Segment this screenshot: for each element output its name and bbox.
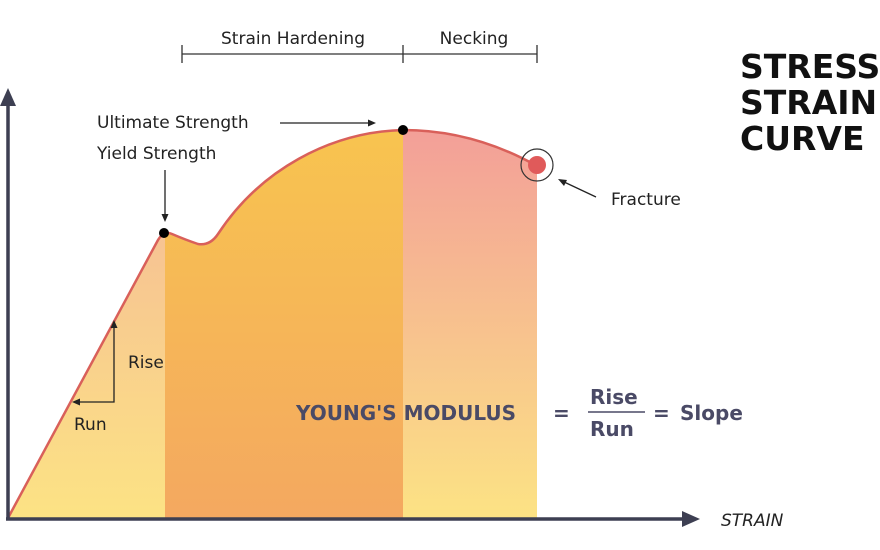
yield-strength-point <box>159 228 169 238</box>
stress-strain-curve <box>6 128 538 519</box>
formula-numerator: Rise <box>590 385 638 409</box>
formula-equals-2: = <box>653 401 670 425</box>
fracture-label: Fracture <box>611 190 681 210</box>
necking-label: Necking <box>440 29 509 49</box>
formula-equals-1: = <box>553 401 570 425</box>
run-arrow-head-icon <box>72 398 80 406</box>
fracture-arrow-icon <box>558 179 597 198</box>
youngs-modulus-label: YOUNG'S MODULUS <box>295 401 516 425</box>
run-label: Run <box>74 415 107 435</box>
rise-arrow-head-icon <box>110 320 118 328</box>
rise-run-arrows-icon <box>76 324 115 403</box>
necking-region <box>403 130 537 518</box>
ultimate-strength-label: Ultimate Strength <box>97 113 249 133</box>
ultimate-arrow-icon <box>280 119 376 127</box>
title-line-2: STRAIN <box>740 83 877 122</box>
fracture-point <box>528 156 546 174</box>
formula-result: Slope <box>680 401 743 425</box>
x-axis-label: STRAIN <box>721 511 784 531</box>
fracture-ring <box>520 148 554 182</box>
region-bracket <box>181 45 538 63</box>
title-line-1: STRESS <box>740 47 880 86</box>
yield-strength-label: Yield Strength <box>96 144 216 164</box>
y-axis-arrow-icon <box>0 88 16 106</box>
ultimate-strength-point <box>398 125 408 135</box>
title-line-3: CURVE <box>740 119 865 158</box>
x-axis-arrow-icon <box>682 511 700 527</box>
rise-label: Rise <box>128 353 164 373</box>
strain-hardening-label: Strain Hardening <box>221 29 365 49</box>
formula-denominator: Run <box>590 417 634 441</box>
yield-arrow-icon <box>161 170 169 222</box>
